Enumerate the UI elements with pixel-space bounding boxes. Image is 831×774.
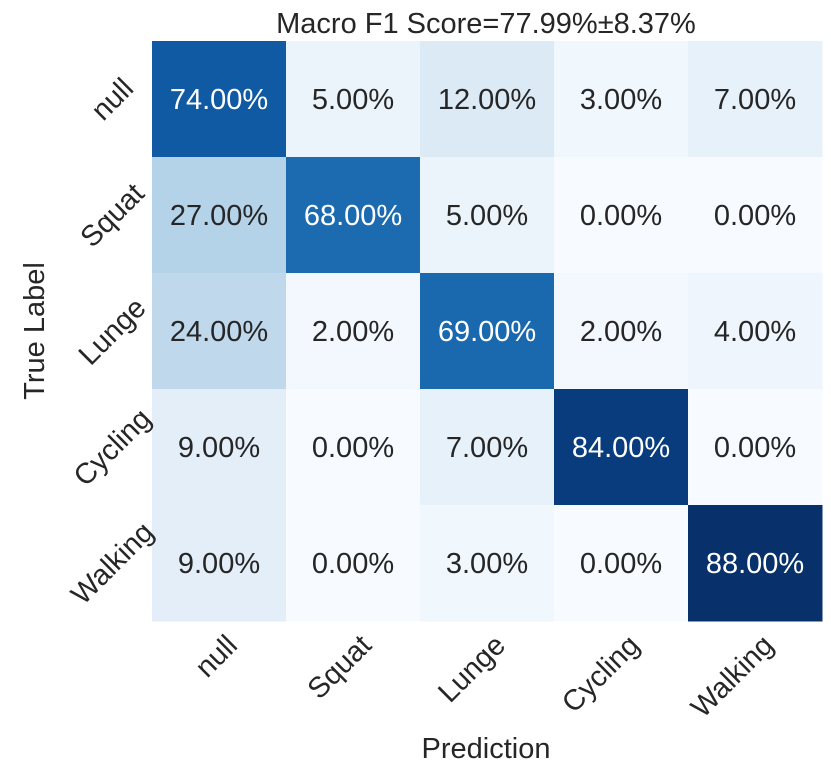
cell-value-label: 68.00% (304, 200, 402, 232)
heatmap-cell (688, 389, 823, 506)
cell-value-label: 3.00% (446, 548, 528, 580)
cell-value-label: 88.00% (706, 548, 804, 580)
chart-title: Macro F1 Score=77.99%±8.37% (276, 8, 696, 40)
heatmap-cell (688, 505, 823, 622)
cell-value-label: 24.00% (170, 316, 268, 348)
x-tick-label: Squat (302, 629, 378, 705)
heatmap-cell (554, 389, 689, 506)
heatmap-cell (152, 41, 287, 158)
cell-value-label: 2.00% (312, 316, 394, 348)
y-tick-label: Cycling (68, 403, 158, 493)
heatmap-cell (152, 273, 287, 390)
cell-value-label: 9.00% (178, 548, 260, 580)
x-tick-labels: null Squat Lunge Cycling Walking (189, 629, 780, 724)
heatmap-cell (420, 505, 555, 622)
cell-value-label: 0.00% (312, 548, 394, 580)
x-tick-label: null (189, 629, 244, 684)
heatmap-cell (688, 41, 823, 158)
cell-value-label: 27.00% (170, 200, 268, 232)
heatmap-cell-labels: 74.00% 5.00% 12.00% 3.00% 7.00% 27.00% 68.00% 5… (170, 84, 804, 580)
x-tick-label: Lunge (432, 629, 512, 709)
heatmap-cell (286, 389, 421, 506)
cell-value-label: 5.00% (312, 84, 394, 116)
heatmap-cell (554, 157, 689, 274)
cell-value-label: 84.00% (572, 432, 670, 464)
heatmap-cell (286, 273, 421, 390)
cell-value-label: 69.00% (438, 316, 536, 348)
cell-value-label: 0.00% (714, 432, 796, 464)
y-tick-label: Lunge (73, 292, 153, 372)
cell-value-label: 7.00% (446, 432, 528, 464)
heatmap-cell (286, 157, 421, 274)
cell-value-label: 0.00% (580, 548, 662, 580)
y-tick-label: Walking (65, 516, 160, 611)
heatmap-cell (152, 389, 287, 506)
cell-value-label: 0.00% (714, 200, 796, 232)
heatmap-cell (152, 505, 287, 622)
cell-value-label: 5.00% (446, 200, 528, 232)
heatmap-cell (152, 157, 287, 274)
heatmap-cell (554, 273, 689, 390)
y-tick-labels: null Squat Lunge Cycling Walking (65, 72, 160, 611)
y-tick-label: Squat (75, 178, 151, 254)
cell-value-label: 3.00% (580, 84, 662, 116)
heatmap-cell (420, 273, 555, 390)
cell-value-label: 4.00% (714, 316, 796, 348)
cell-value-label: 0.00% (580, 200, 662, 232)
heatmap-cell (286, 41, 421, 158)
y-axis-label: True Label (19, 262, 51, 400)
x-axis-label: Prediction (422, 733, 551, 765)
cell-value-label: 2.00% (580, 316, 662, 348)
heatmap-cell (554, 41, 689, 158)
heatmap-cell (554, 505, 689, 622)
cell-value-label: 74.00% (170, 84, 268, 116)
heatmap-cells (152, 41, 823, 622)
x-tick-label: Cycling (556, 629, 646, 719)
cell-value-label: 12.00% (438, 84, 536, 116)
heatmap-cell (688, 273, 823, 390)
heatmap-cell (420, 41, 555, 158)
cell-value-label: 0.00% (312, 432, 394, 464)
heatmap-cell (286, 505, 421, 622)
x-tick-label: Walking (685, 629, 780, 724)
heatmap-cell (420, 389, 555, 506)
heatmap-cell (688, 157, 823, 274)
cell-value-label: 9.00% (178, 432, 260, 464)
y-tick-label: null (85, 72, 140, 127)
cell-value-label: 7.00% (714, 84, 796, 116)
heatmap-cell (420, 157, 555, 274)
